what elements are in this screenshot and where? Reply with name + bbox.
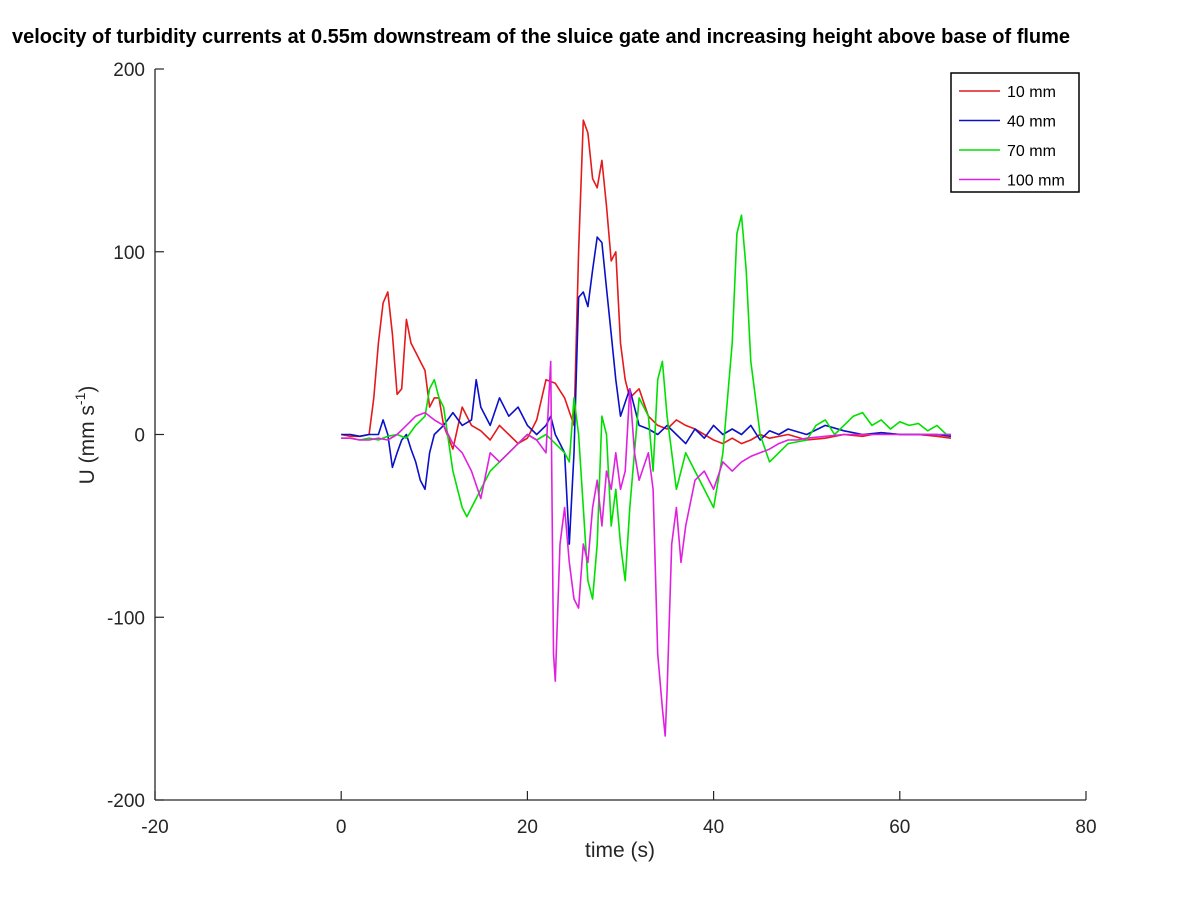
y-tick-label: 200 (113, 60, 145, 81)
y-axis-label: U (mm s-1) (72, 386, 99, 485)
series-line-1 (341, 236, 952, 545)
y-tick-label: 100 (113, 243, 145, 264)
x-tick-label: 0 (336, 817, 347, 838)
x-axis-label: time (s) (585, 839, 655, 862)
legend-label-3: 100 mm (1007, 173, 1065, 190)
legend-label-2: 70 mm (1007, 143, 1056, 160)
series-line-0 (341, 119, 952, 450)
legend-label-1: 40 mm (1007, 114, 1056, 131)
x-ticks: -20 0 20 40 60 80 (141, 791, 1097, 838)
series-line-3 (341, 360, 951, 737)
y-tick-label: -100 (107, 608, 145, 629)
x-tick-label: 40 (703, 817, 724, 838)
series-lines (341, 119, 952, 737)
x-tick-label: -20 (141, 817, 168, 838)
legend-box (950, 72, 1080, 193)
y-axis-label-sup: -1 (72, 392, 88, 405)
chart-title: velocity of turbidity currents at 0.55m … (12, 26, 1070, 48)
series-line-2 (341, 214, 951, 600)
legend: 10 mm 40 mm 70 mm 100 mm (950, 72, 1080, 193)
y-tick-label: 0 (134, 426, 145, 447)
y-tick-label: -200 (107, 791, 145, 812)
legend-label-0: 10 mm (1007, 84, 1056, 101)
y-ticks: -200 -100 0 100 200 (107, 60, 164, 812)
x-tick-label: 60 (889, 817, 910, 838)
y-axis-label-main: U (mm s (76, 405, 99, 484)
x-tick-label: 80 (1075, 817, 1096, 838)
x-tick-label: 20 (517, 817, 538, 838)
y-axis-label-close: ) (76, 386, 99, 393)
